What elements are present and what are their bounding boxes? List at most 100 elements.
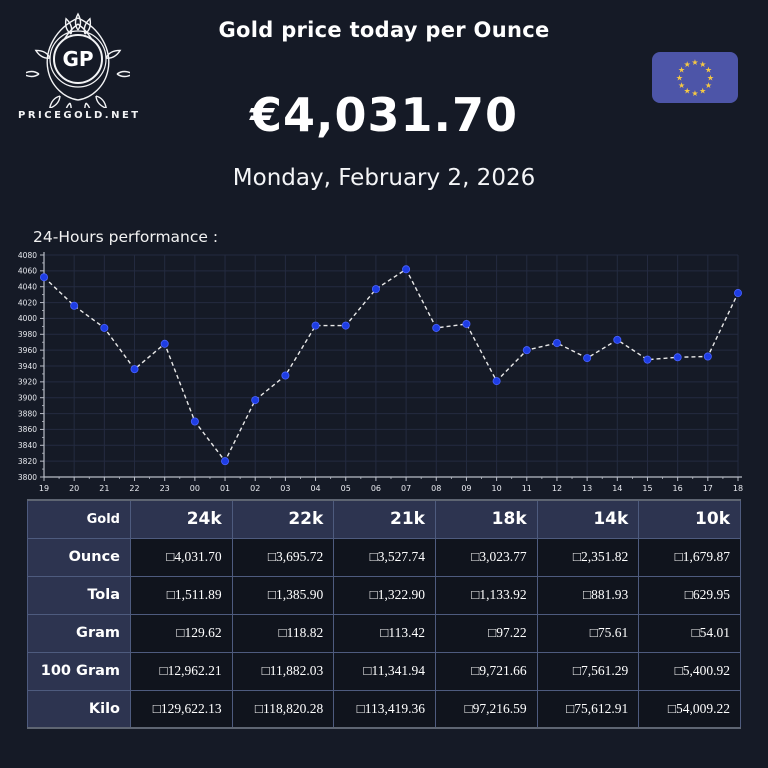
data-point-marker	[130, 365, 139, 374]
table-row-100-gram: 100 Gram □12,962.21 □11,882.03 □11,341.94 □9…	[27, 651, 741, 691]
x-tick-label: 18	[733, 484, 743, 493]
price-cell-100-gram-24k: □12,962.21	[130, 651, 233, 691]
price-cell-gram-18k: □97.22	[434, 613, 538, 653]
x-tick-label: 13	[582, 484, 592, 493]
chart-title: 24-Hours performance :	[33, 228, 219, 246]
row-label-gram: Gram	[27, 613, 131, 653]
x-tick-label: 17	[703, 484, 713, 493]
price-line	[43, 268, 739, 463]
price-cell-kilo-21k: □113,419.36	[333, 689, 436, 729]
x-tick-label: 01	[220, 484, 230, 493]
price-cell-gram-24k: □129.62	[130, 613, 233, 653]
x-tick-label: 08	[431, 484, 441, 493]
data-point-marker	[341, 321, 350, 330]
eu-star-icon: ★	[676, 73, 683, 82]
eu-star-icon: ★	[699, 60, 706, 69]
price-cell-ounce-10k: □1,679.87	[638, 537, 741, 577]
y-tick-label: 4000	[18, 314, 37, 323]
price-cell-gram-10k: □54.01	[638, 613, 741, 653]
price-cell-ounce-21k: □3,527.74	[333, 537, 436, 577]
price-cell-100-gram-18k: □9,721.66	[434, 651, 538, 691]
y-tick-label: 3960	[18, 346, 37, 355]
data-point-marker	[613, 335, 622, 344]
x-tick-label: 22	[129, 484, 139, 493]
data-point-marker	[462, 319, 471, 328]
x-tick-label: 04	[310, 484, 320, 493]
x-tick-label: 19	[39, 484, 49, 493]
data-point-marker	[492, 377, 501, 386]
gp-wreath-emblem-icon: GP	[26, 13, 130, 108]
x-tick-label: 10	[492, 484, 502, 493]
column-header-18k: 18k	[434, 499, 538, 539]
eu-star-icon: ★	[699, 87, 706, 96]
data-point-marker	[251, 396, 260, 405]
price-cell-kilo-10k: □54,009.22	[638, 689, 741, 729]
x-tick-label: 23	[160, 484, 170, 493]
price-cell-gram-22k: □118.82	[231, 613, 335, 653]
price-line-chart: 3800 3820 3840 3860 3880 3900 3920 3940 3960 3980…	[18, 251, 743, 493]
row-label-tola: Tola	[27, 575, 131, 615]
data-point-marker	[70, 301, 79, 310]
price-cell-gram-14k: □75.61	[536, 613, 640, 653]
y-tick-label: 3820	[18, 457, 37, 466]
gold-price-table: Gold 24k 22k 21k 18k 14k 10k Ounce □4,031.70 □3,6…	[27, 499, 741, 729]
price-cell-ounce-14k: □2,351.82	[536, 537, 640, 577]
eu-star-icon: ★	[691, 89, 698, 98]
data-point-marker	[673, 353, 682, 362]
eu-flag-icon: ★ ★ ★ ★ ★ ★ ★ ★ ★ ★ ★ ★	[652, 52, 738, 103]
price-cell-ounce-18k: □3,023.77	[434, 537, 538, 577]
price-cell-ounce-22k: □3,695.72	[231, 537, 335, 577]
data-point-marker	[40, 273, 49, 282]
data-point-marker	[402, 265, 411, 274]
price-cell-100-gram-21k: □11,341.94	[333, 651, 436, 691]
y-tick-label: 3900	[18, 394, 37, 403]
y-tick-label: 3940	[18, 362, 37, 371]
x-tick-label: 12	[552, 484, 562, 493]
x-tick-label: 07	[401, 484, 411, 493]
y-tick-label: 3840	[18, 441, 37, 450]
data-point-marker	[703, 352, 712, 361]
y-tick-label: 3880	[18, 409, 37, 418]
eu-star-icon: ★	[707, 73, 714, 82]
data-point-marker	[643, 355, 652, 364]
column-header-10k: 10k	[638, 499, 741, 539]
data-point-marker	[160, 339, 169, 348]
x-tick-label: 14	[612, 484, 622, 493]
data-point-marker	[311, 321, 320, 330]
logo-site-name: PRICEGOLD.NET	[18, 110, 141, 121]
price-cell-tola-10k: □629.95	[638, 575, 741, 615]
data-point-marker	[522, 346, 531, 355]
price-cell-kilo-18k: □97,216.59	[434, 689, 538, 729]
price-cell-ounce-24k: □4,031.70	[130, 537, 233, 577]
x-tick-label: 20	[69, 484, 79, 493]
price-cell-tola-18k: □1,133.92	[434, 575, 538, 615]
eu-star-icon: ★	[678, 81, 685, 90]
x-tick-label: 11	[522, 484, 532, 493]
y-tick-label: 3860	[18, 425, 37, 434]
eu-star-icon: ★	[705, 66, 712, 75]
price-cell-kilo-22k: □118,820.28	[231, 689, 335, 729]
date-label: Monday, February 2, 2026	[232, 165, 536, 191]
y-tick-label: 4040	[18, 283, 37, 292]
price-cell-100-gram-22k: □11,882.03	[231, 651, 335, 691]
table-row-tola: Tola □1,511.89 □1,385.90 □1,322.90 □1,133.92…	[27, 575, 741, 615]
row-label-ounce: Ounce	[27, 537, 131, 577]
eu-star-icon: ★	[684, 87, 691, 96]
row-label-kilo: Kilo	[27, 689, 131, 729]
table-header-row: Gold 24k 22k 21k 18k 14k 10k	[27, 499, 741, 539]
price-cell-tola-24k: □1,511.89	[130, 575, 233, 615]
price-cell-100-gram-14k: □7,561.29	[536, 651, 640, 691]
data-point-marker	[552, 339, 561, 348]
eu-star-icon: ★	[691, 58, 698, 67]
x-tick-label: 02	[250, 484, 260, 493]
data-point-marker	[734, 289, 743, 298]
price-cell-kilo-24k: □129,622.13	[130, 689, 233, 729]
data-point-marker	[432, 323, 441, 332]
data-point-marker	[190, 417, 199, 426]
data-point-marker	[100, 323, 109, 332]
y-tick-label: 3980	[18, 330, 37, 339]
y-tick-label: 3800	[18, 473, 37, 482]
logo: GP PRICEGOLD.NET	[18, 12, 138, 121]
x-tick-label: 03	[280, 484, 290, 493]
